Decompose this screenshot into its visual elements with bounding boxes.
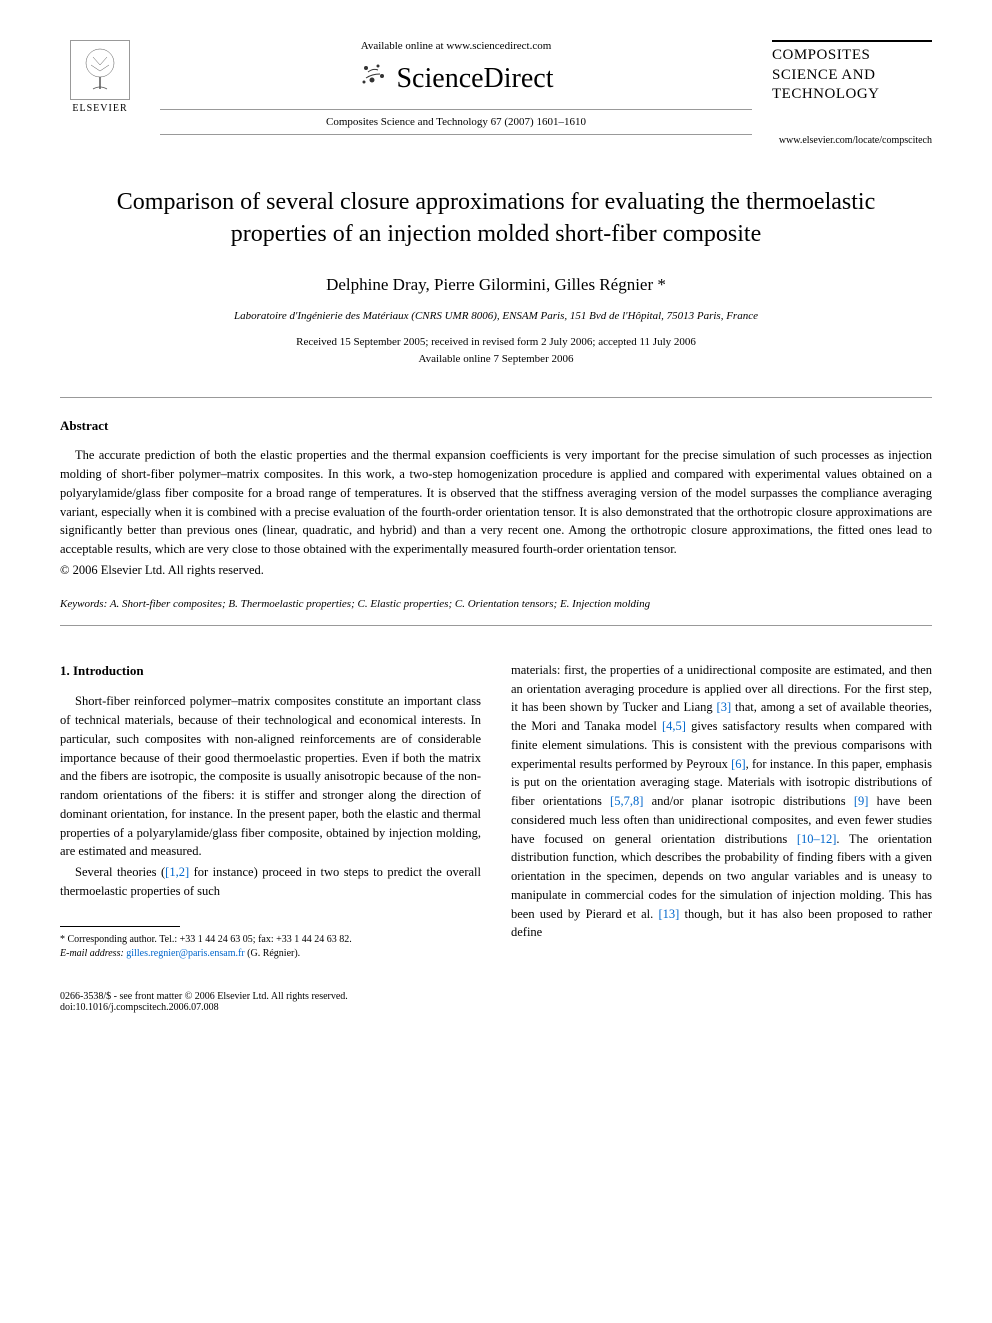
footnote: * Corresponding author. Tel.: +33 1 44 2… [60, 933, 481, 961]
keywords-text: A. Short-fiber composites; B. Thermoelas… [107, 598, 650, 610]
journal-title-box: COMPOSITES SCIENCE AND TECHNOLOGY [772, 40, 932, 105]
divider [60, 397, 932, 398]
journal-box-line1: COMPOSITES [772, 46, 932, 66]
ref-link[interactable]: [13] [659, 907, 680, 921]
abstract-section: Abstract The accurate prediction of both… [60, 418, 932, 578]
email-line: E-mail address: gilles.regnier@paris.ens… [60, 947, 481, 961]
available-online-text: Available online at www.sciencedirect.co… [160, 40, 752, 52]
keywords: Keywords: A. Short-fiber composites; B. … [60, 598, 932, 610]
journal-url: www.elsevier.com/locate/compscitech [772, 135, 932, 146]
text-fragment: and/or planar isotropic distributions [643, 794, 853, 808]
affiliation: Laboratoire d'Ingénierie des Matériaux (… [60, 310, 932, 322]
elsevier-logo: ELSEVIER [60, 40, 140, 114]
sciencedirect-icon [358, 60, 388, 97]
header-row: ELSEVIER Available online at www.science… [60, 40, 932, 146]
footer-row: 0266-3538/$ - see front matter © 2006 El… [60, 991, 932, 1013]
ref-link[interactable]: [5,7,8] [610, 794, 643, 808]
journal-logo-box: COMPOSITES SCIENCE AND TECHNOLOGY www.el… [772, 40, 932, 146]
footer-doi: doi:10.1016/j.compscitech.2006.07.008 [60, 1002, 348, 1013]
footnote-separator [60, 926, 180, 927]
corresponding-author: * Corresponding author. Tel.: +33 1 44 2… [60, 933, 481, 947]
intro-para-continued: materials: first, the properties of a un… [511, 661, 932, 942]
sciencedirect-logo: ScienceDirect [160, 60, 752, 97]
center-header: Available online at www.sciencedirect.co… [140, 40, 772, 135]
left-column: 1. Introduction Short-fiber reinforced p… [60, 661, 481, 961]
available-date: Available online 7 September 2006 [60, 351, 932, 368]
elsevier-label: ELSEVIER [72, 103, 127, 114]
elsevier-tree-icon [70, 40, 130, 100]
divider [60, 625, 932, 626]
intro-para-1: Short-fiber reinforced polymer–matrix co… [60, 692, 481, 861]
abstract-copyright: © 2006 Elsevier Ltd. All rights reserved… [60, 563, 932, 578]
authors: Delphine Dray, Pierre Gilormini, Gilles … [60, 275, 932, 295]
journal-box-line3: TECHNOLOGY [772, 85, 932, 105]
footer-left: 0266-3538/$ - see front matter © 2006 El… [60, 991, 348, 1013]
footer-copyright: 0266-3538/$ - see front matter © 2006 El… [60, 991, 348, 1002]
ref-link[interactable]: [9] [854, 794, 869, 808]
sciencedirect-text: ScienceDirect [396, 63, 553, 95]
text-fragment: Several theories ( [75, 865, 165, 879]
intro-para-2: Several theories ([1,2] for instance) pr… [60, 863, 481, 901]
ref-link[interactable]: [6] [731, 757, 746, 771]
received-date: Received 15 September 2005; received in … [60, 334, 932, 351]
keywords-label: Keywords: [60, 598, 107, 610]
ref-link[interactable]: [1,2] [165, 865, 189, 879]
ref-link[interactable]: [3] [717, 700, 732, 714]
ref-link[interactable]: [10–12] [797, 832, 837, 846]
ref-link[interactable]: [4,5] [662, 719, 686, 733]
abstract-heading: Abstract [60, 418, 932, 434]
body-columns: 1. Introduction Short-fiber reinforced p… [60, 661, 932, 961]
author-email[interactable]: gilles.regnier@paris.ensam.fr [126, 948, 244, 959]
journal-box-line2: SCIENCE AND [772, 66, 932, 86]
email-label: E-mail address: [60, 948, 124, 959]
paper-title: Comparison of several closure approximat… [80, 186, 912, 251]
abstract-text: The accurate prediction of both the elas… [60, 446, 932, 559]
journal-reference: Composites Science and Technology 67 (20… [160, 116, 752, 128]
dates: Received 15 September 2005; received in … [60, 334, 932, 367]
section-heading-intro: 1. Introduction [60, 661, 481, 681]
right-column: materials: first, the properties of a un… [511, 661, 932, 961]
email-suffix: (G. Régnier). [245, 948, 301, 959]
